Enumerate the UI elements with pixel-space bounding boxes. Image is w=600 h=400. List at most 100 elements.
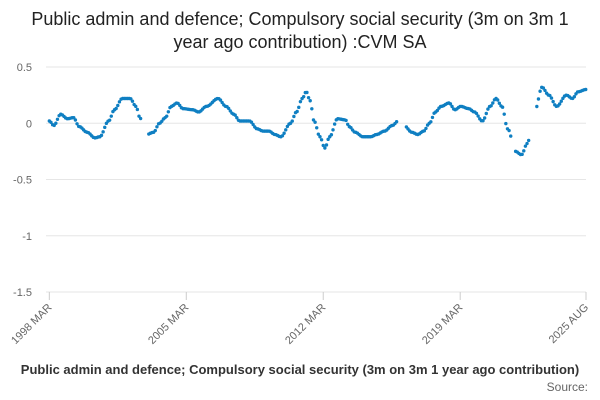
data-point — [541, 86, 546, 90]
data-point — [155, 125, 159, 129]
data-point — [308, 99, 312, 103]
legend-label: Public admin and defence; Compulsory soc… — [20, 362, 580, 377]
data-point — [551, 99, 555, 104]
data-point — [153, 128, 157, 133]
data-point — [572, 95, 577, 99]
y-axis-ticks: 0.5 0 -0.5 -1 -1.5 — [13, 62, 32, 299]
data-point — [329, 133, 334, 137]
data-point — [491, 101, 495, 105]
data-point — [522, 149, 526, 153]
data-point — [549, 96, 554, 100]
data-point — [54, 121, 58, 125]
data-point — [138, 116, 143, 121]
data-point — [101, 130, 105, 134]
chart-title: Public admin and defence; Compulsory soc… — [31, 9, 569, 52]
data-point — [282, 131, 286, 135]
data-point — [298, 99, 303, 104]
data-point — [315, 126, 319, 130]
data-point — [310, 107, 314, 111]
data-point — [134, 104, 138, 109]
grid-lines — [46, 66, 586, 293]
data-point — [99, 133, 104, 138]
data-point — [218, 98, 223, 102]
data-point — [301, 94, 306, 99]
data-point — [165, 114, 169, 118]
data-point — [344, 118, 348, 123]
data-point — [55, 117, 60, 121]
data-point — [548, 93, 552, 98]
data-series — [47, 85, 588, 157]
data-point — [500, 105, 505, 109]
data-point — [538, 89, 542, 93]
data-point — [543, 88, 547, 93]
y-tick-label: -1 — [22, 231, 32, 243]
data-point — [430, 115, 435, 120]
data-point — [305, 90, 309, 95]
data-point — [332, 122, 337, 126]
data-point — [251, 122, 255, 127]
data-point — [482, 116, 487, 120]
legend: Public admin and defence; Compulsory soc… — [0, 362, 600, 380]
data-point — [116, 103, 120, 108]
x-tick-label: 2019 MAR — [420, 302, 465, 347]
data-point — [290, 119, 294, 123]
data-point — [429, 120, 433, 124]
data-point — [220, 100, 224, 105]
data-point — [559, 99, 563, 103]
data-point — [114, 106, 118, 111]
data-point — [109, 114, 113, 118]
data-point — [313, 120, 317, 124]
data-point — [507, 128, 511, 133]
data-point — [435, 108, 440, 113]
data-point — [557, 102, 562, 106]
data-point — [117, 100, 122, 104]
data-point — [292, 114, 296, 119]
data-point — [525, 141, 529, 146]
x-tick-label: 2012 MAR — [283, 302, 328, 347]
data-point — [284, 128, 288, 132]
data-point — [129, 97, 133, 101]
data-point — [135, 107, 140, 112]
data-point — [484, 111, 488, 116]
data-point — [486, 107, 490, 111]
data-point — [496, 98, 500, 102]
x-axis-ticks: 1998 MAR 2005 MAR 2012 MAR 2019 MAR 2025 AUG — [9, 292, 591, 347]
data-point — [233, 113, 237, 117]
data-point — [285, 124, 290, 129]
data-point — [331, 128, 335, 132]
data-point — [235, 116, 239, 120]
data-point — [535, 104, 539, 109]
data-point — [75, 122, 79, 126]
data-point — [424, 126, 428, 131]
data-point — [326, 137, 330, 142]
data-point — [103, 125, 107, 130]
x-tick-label: 2005 MAR — [146, 302, 191, 347]
data-point — [502, 112, 506, 116]
data-point — [422, 129, 427, 133]
y-tick-label: -0.5 — [13, 175, 32, 187]
data-point — [476, 114, 480, 118]
data-point — [295, 109, 299, 114]
data-point — [523, 144, 528, 148]
data-point — [504, 121, 508, 126]
data-point — [509, 134, 513, 138]
data-point — [130, 99, 135, 103]
data-point — [474, 111, 479, 116]
data-point — [226, 106, 231, 111]
y-tick-label: 0 — [26, 118, 32, 130]
x-tick-label: 1998 MAR — [9, 302, 54, 347]
data-point — [324, 143, 329, 147]
data-point — [481, 119, 485, 123]
data-point — [536, 97, 541, 101]
data-point — [584, 87, 588, 92]
data-point — [73, 118, 78, 122]
data-point — [280, 134, 285, 138]
data-point — [450, 104, 454, 109]
y-tick-label: -1.5 — [13, 287, 32, 299]
data-point — [107, 118, 112, 122]
data-point — [306, 95, 311, 100]
data-point — [323, 146, 327, 150]
data-point — [394, 120, 399, 124]
data-point — [497, 101, 502, 105]
